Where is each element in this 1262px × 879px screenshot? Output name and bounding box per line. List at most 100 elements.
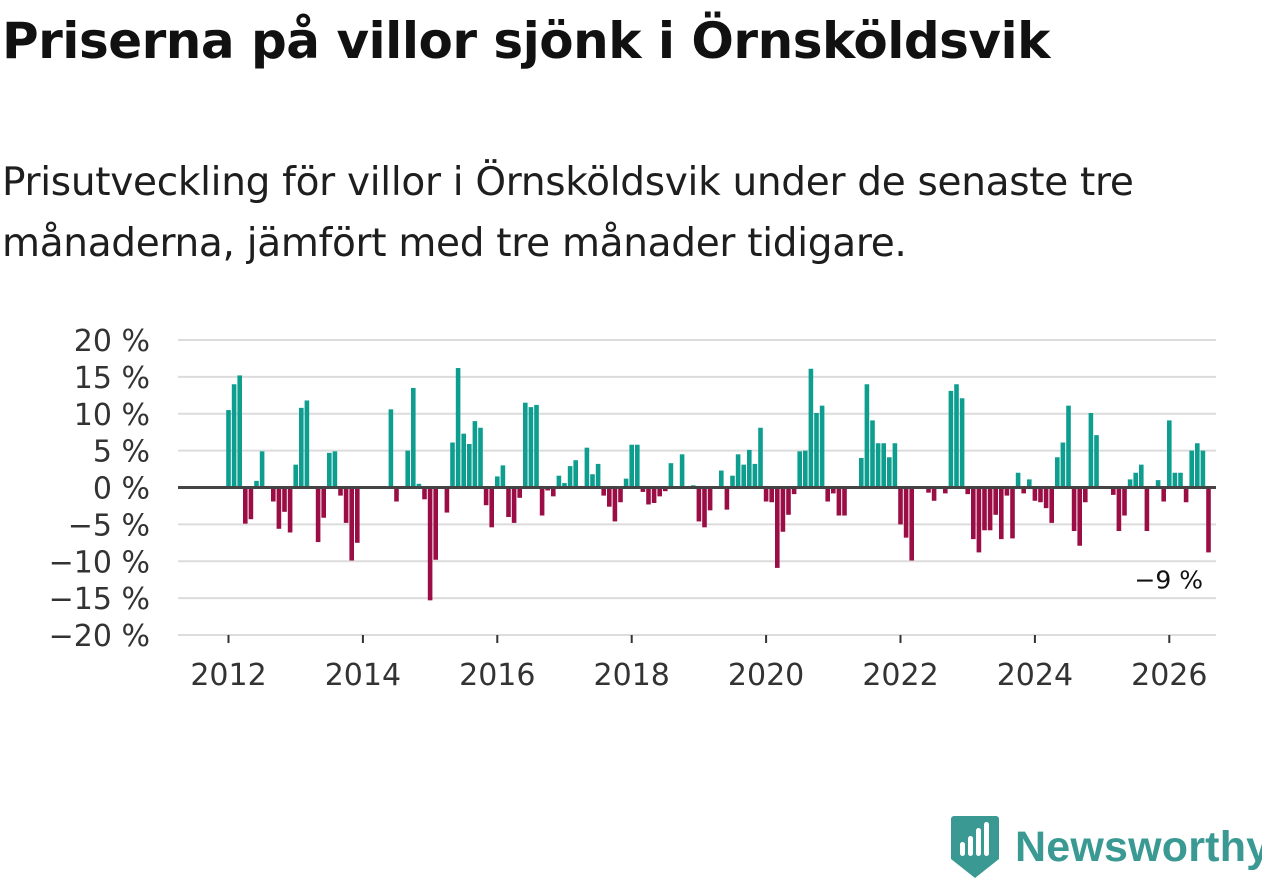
bar bbox=[304, 400, 310, 488]
bar bbox=[719, 470, 724, 488]
bar bbox=[467, 443, 472, 488]
x-tick-label: 2026 bbox=[1131, 658, 1207, 693]
bar bbox=[411, 387, 416, 488]
bar bbox=[450, 442, 455, 488]
last-value-annotation: −9 % bbox=[1134, 566, 1203, 595]
bar bbox=[797, 451, 802, 488]
bars bbox=[226, 368, 1211, 601]
bar bbox=[506, 487, 511, 517]
y-tick-label: −10 % bbox=[49, 545, 150, 580]
bar bbox=[1010, 487, 1015, 539]
bar bbox=[657, 487, 662, 497]
bar bbox=[1144, 487, 1150, 532]
bar bbox=[1111, 487, 1116, 495]
y-tick-label: 20 % bbox=[74, 324, 150, 359]
bar bbox=[881, 443, 886, 488]
bar bbox=[243, 487, 248, 524]
bar bbox=[702, 487, 707, 528]
x-tick-label: 2022 bbox=[862, 658, 938, 693]
bar bbox=[1167, 420, 1172, 488]
bar bbox=[416, 483, 422, 488]
y-tick-label: −5 % bbox=[68, 508, 150, 543]
bar bbox=[859, 458, 864, 488]
bar bbox=[472, 421, 478, 488]
bar bbox=[808, 368, 814, 488]
bar bbox=[343, 487, 349, 523]
bar bbox=[836, 487, 842, 516]
bar bbox=[887, 457, 892, 488]
bar bbox=[679, 454, 685, 488]
bar bbox=[254, 480, 259, 488]
bar bbox=[814, 413, 819, 488]
bar bbox=[870, 420, 875, 488]
bar bbox=[791, 487, 797, 495]
bar bbox=[943, 487, 948, 494]
bar bbox=[276, 487, 282, 529]
bar bbox=[954, 384, 959, 488]
bar bbox=[567, 466, 573, 488]
bar bbox=[1155, 480, 1161, 488]
bar bbox=[299, 407, 304, 488]
bar bbox=[965, 487, 970, 495]
bar bbox=[982, 487, 987, 531]
bar bbox=[640, 487, 646, 492]
bar bbox=[584, 447, 590, 488]
bar bbox=[1027, 479, 1032, 488]
bar bbox=[646, 487, 651, 505]
bar bbox=[293, 464, 298, 488]
bar bbox=[909, 487, 914, 561]
bar bbox=[388, 409, 394, 488]
y-tick-label: 15 % bbox=[74, 361, 150, 396]
bar bbox=[959, 398, 965, 488]
y-tick-label: 5 % bbox=[93, 435, 150, 470]
bar bbox=[315, 487, 321, 543]
bar bbox=[931, 487, 937, 501]
bar bbox=[1049, 487, 1054, 523]
bar bbox=[747, 449, 752, 488]
bar bbox=[635, 444, 640, 488]
bar bbox=[500, 465, 506, 488]
bar bbox=[1195, 443, 1200, 488]
bar bbox=[231, 384, 237, 488]
y-tick-label: −20 % bbox=[49, 619, 150, 654]
bar bbox=[287, 487, 293, 533]
chart-subtitle: Prisutveckling för villor i Örnsköldsvik… bbox=[2, 160, 1134, 266]
bar bbox=[612, 487, 618, 522]
bar bbox=[724, 487, 730, 510]
bar bbox=[248, 487, 254, 520]
bar bbox=[355, 487, 360, 543]
bar bbox=[803, 450, 808, 488]
x-tick-label: 2020 bbox=[728, 658, 804, 693]
bar bbox=[1004, 487, 1010, 496]
chart-title: Priserna på villor sjönk i Örnsköldsvik bbox=[2, 12, 1050, 70]
bar bbox=[271, 487, 276, 502]
bar bbox=[786, 487, 791, 515]
bar bbox=[511, 487, 517, 523]
bar bbox=[607, 487, 612, 507]
bar bbox=[1139, 464, 1144, 488]
bar bbox=[1071, 487, 1077, 532]
bar bbox=[405, 450, 410, 488]
bar bbox=[730, 475, 735, 488]
x-tick-label: 2016 bbox=[459, 658, 535, 693]
bar bbox=[1083, 487, 1088, 503]
bar bbox=[427, 487, 433, 601]
bar bbox=[1055, 457, 1060, 488]
bar bbox=[321, 487, 326, 518]
bar bbox=[444, 487, 450, 513]
bar bbox=[349, 487, 354, 561]
bar bbox=[1077, 487, 1082, 546]
bar bbox=[976, 487, 982, 553]
bar bbox=[483, 487, 489, 506]
x-tick-label: 2014 bbox=[325, 658, 401, 693]
bar bbox=[489, 487, 494, 528]
bar bbox=[1127, 479, 1133, 488]
x-tick-label: 2018 bbox=[594, 658, 670, 693]
bar bbox=[819, 405, 825, 488]
bar bbox=[1122, 487, 1127, 516]
bar bbox=[1206, 487, 1211, 553]
bar bbox=[1172, 472, 1178, 488]
bar bbox=[1088, 413, 1094, 488]
bar bbox=[875, 443, 881, 488]
bar bbox=[1116, 487, 1122, 532]
